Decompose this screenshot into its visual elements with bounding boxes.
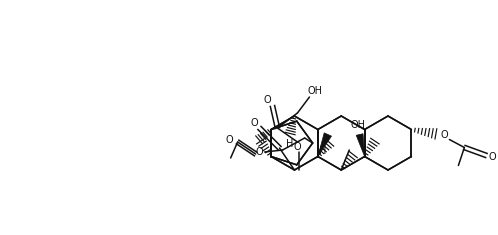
- Text: O: O: [294, 142, 301, 152]
- Text: OH: OH: [350, 120, 365, 129]
- Text: OH: OH: [308, 86, 323, 96]
- Text: O: O: [225, 135, 233, 145]
- Text: O: O: [256, 147, 263, 157]
- Text: H: H: [286, 139, 293, 149]
- Text: O: O: [250, 118, 258, 128]
- Text: O: O: [263, 95, 271, 105]
- Text: O: O: [489, 153, 496, 162]
- Polygon shape: [318, 133, 332, 157]
- Text: O: O: [441, 130, 448, 141]
- Polygon shape: [356, 134, 365, 157]
- Text: H: H: [319, 146, 327, 157]
